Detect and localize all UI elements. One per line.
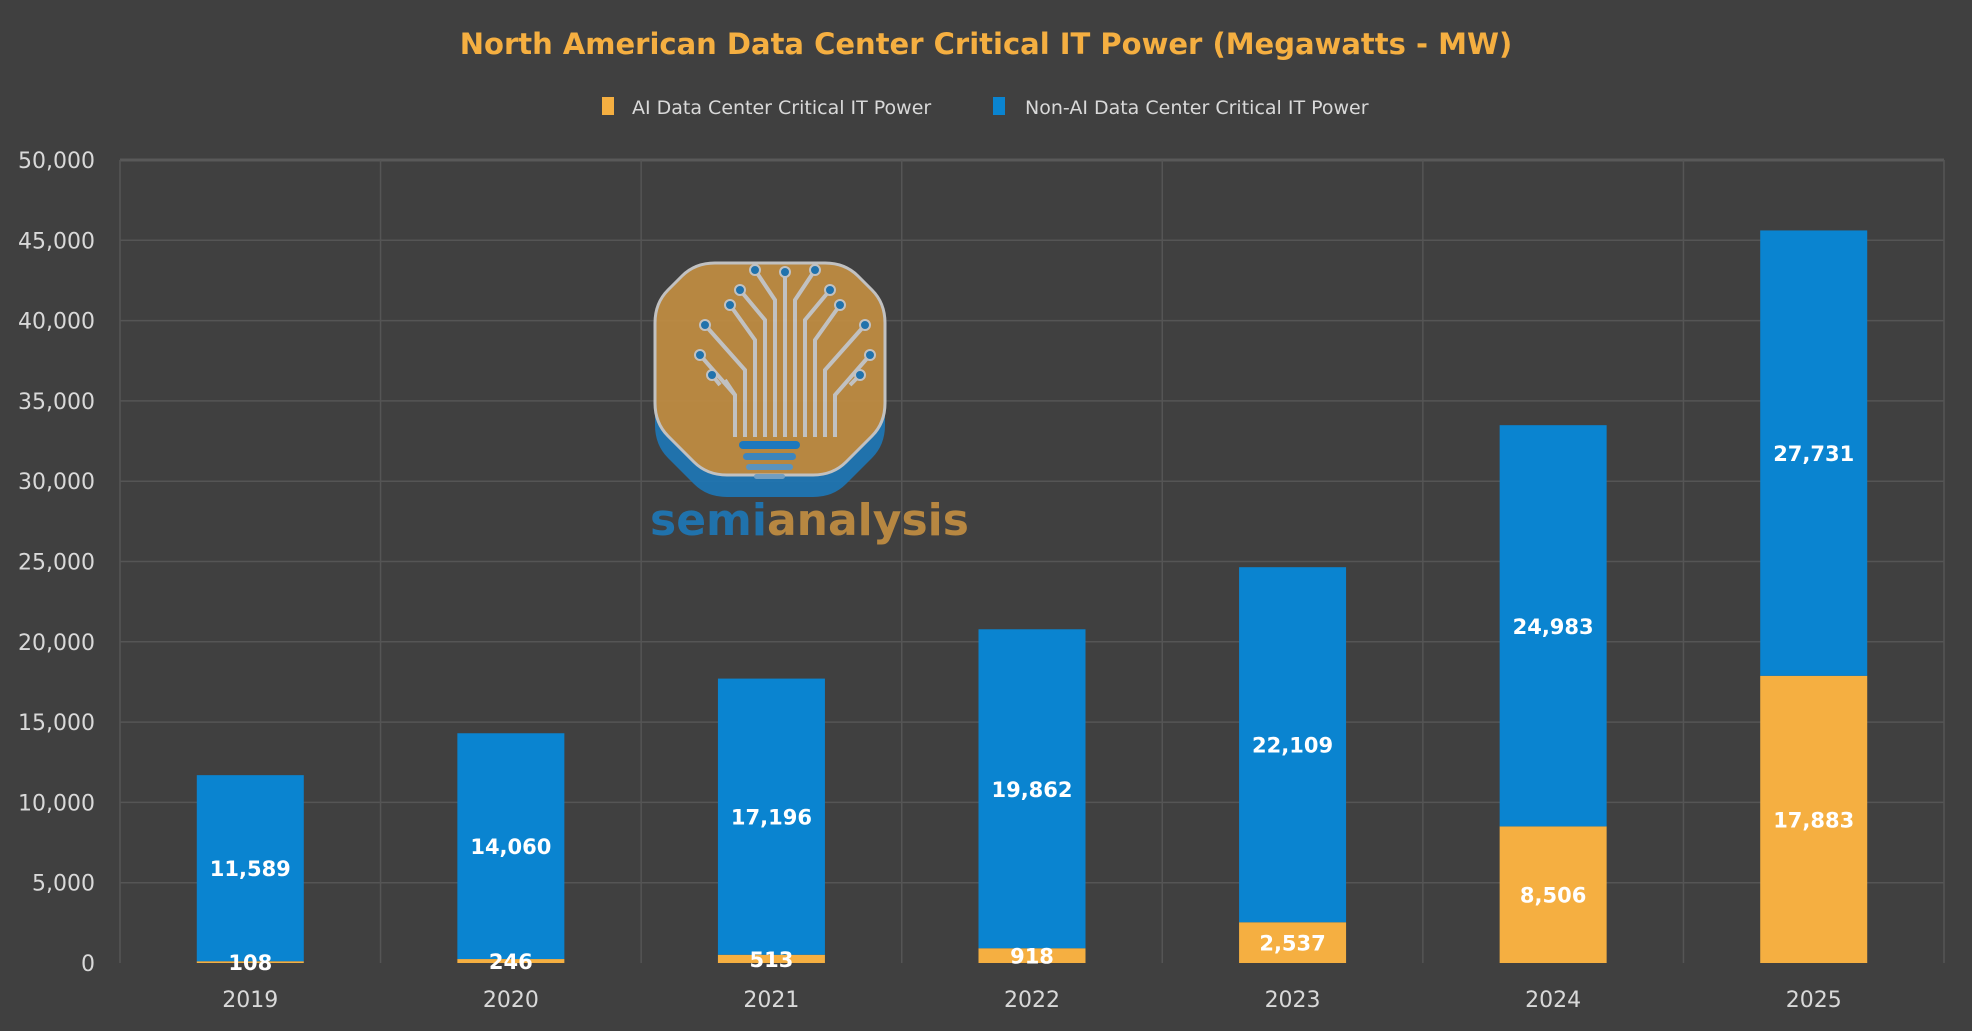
legend-swatch-non-ai — [993, 97, 1005, 115]
data-label: 2,537 — [1259, 932, 1325, 956]
bar-ai-2020 — [457, 959, 565, 963]
bar-ai-2025 — [1760, 675, 1868, 963]
x-tick-label: 2019 — [222, 988, 278, 1013]
data-label: 17,196 — [731, 806, 812, 830]
data-label: 24,983 — [1513, 615, 1594, 639]
x-tick-label: 2020 — [483, 988, 539, 1013]
data-label: 513 — [750, 948, 794, 972]
bar-ai-2019 — [196, 961, 304, 963]
y-tick-label: 5,000 — [32, 872, 95, 897]
x-tick-label: 2024 — [1525, 988, 1581, 1013]
x-tick-label: 2023 — [1265, 988, 1321, 1013]
y-tick-label: 35,000 — [18, 390, 95, 415]
x-tick-label: 2025 — [1786, 988, 1842, 1013]
data-label: 918 — [1010, 945, 1054, 969]
data-label: 11,589 — [210, 857, 291, 881]
legend: AI Data Center Critical IT Power Non-AI … — [602, 97, 1369, 119]
data-label: 27,731 — [1773, 442, 1854, 466]
y-tick-label: 15,000 — [18, 711, 95, 736]
legend-swatch-ai — [602, 97, 614, 115]
bar-ai-2022 — [978, 948, 1086, 963]
x-tick-label: 2021 — [743, 988, 799, 1013]
bar-ai-2021 — [717, 954, 825, 963]
data-label: 8,506 — [1520, 884, 1586, 908]
data-label: 14,060 — [470, 835, 551, 859]
legend-label-ai: AI Data Center Critical IT Power — [632, 97, 931, 119]
y-tick-label: 20,000 — [18, 631, 95, 656]
bar-non-ai-2024 — [1499, 425, 1607, 827]
y-tick-label: 50,000 — [18, 149, 95, 174]
legend-label-non-ai: Non-AI Data Center Critical IT Power — [1025, 97, 1369, 119]
y-tick-label: 30,000 — [18, 470, 95, 495]
bar-ai-2023 — [1239, 922, 1347, 963]
data-label: 17,883 — [1773, 808, 1854, 832]
gridlines — [119, 158, 1945, 963]
bar-non-ai-2022 — [978, 629, 1086, 949]
bar-non-ai-2020 — [457, 733, 565, 960]
x-tick-label: 2022 — [1004, 988, 1060, 1013]
bar-ai-2024 — [1499, 826, 1607, 963]
x-axis: 2019 2020 2021 2022 2023 2024 2025 — [222, 988, 1841, 1013]
y-axis: 0 5,000 10,000 15,000 20,000 25,000 30,000 35,0… — [18, 149, 95, 977]
y-tick-label: 25,000 — [18, 551, 95, 576]
data-label: 22,109 — [1252, 734, 1333, 758]
data-labels: 108 11,589 246 14,060 513 17,196 918 19,862 2,53… — [210, 442, 1854, 975]
y-tick-label: 10,000 — [18, 791, 95, 816]
y-tick-label: 40,000 — [18, 310, 95, 335]
svg-text:semianalysis: semianalysis — [650, 495, 969, 546]
bar-non-ai-2021 — [717, 678, 825, 955]
bar-non-ai-2019 — [196, 775, 304, 962]
data-label: 108 — [228, 951, 272, 975]
bars — [196, 230, 1868, 963]
bar-non-ai-2025 — [1760, 230, 1868, 676]
chart-title: North American Data Center Critical IT P… — [460, 27, 1512, 61]
data-label: 19,862 — [991, 778, 1072, 802]
data-label: 246 — [489, 950, 533, 974]
bar-non-ai-2023 — [1239, 567, 1347, 923]
y-tick-label: 45,000 — [18, 229, 95, 254]
semianalysis-logo-watermark: semianalysis — [650, 261, 969, 546]
y-tick-label: 0 — [81, 952, 95, 977]
